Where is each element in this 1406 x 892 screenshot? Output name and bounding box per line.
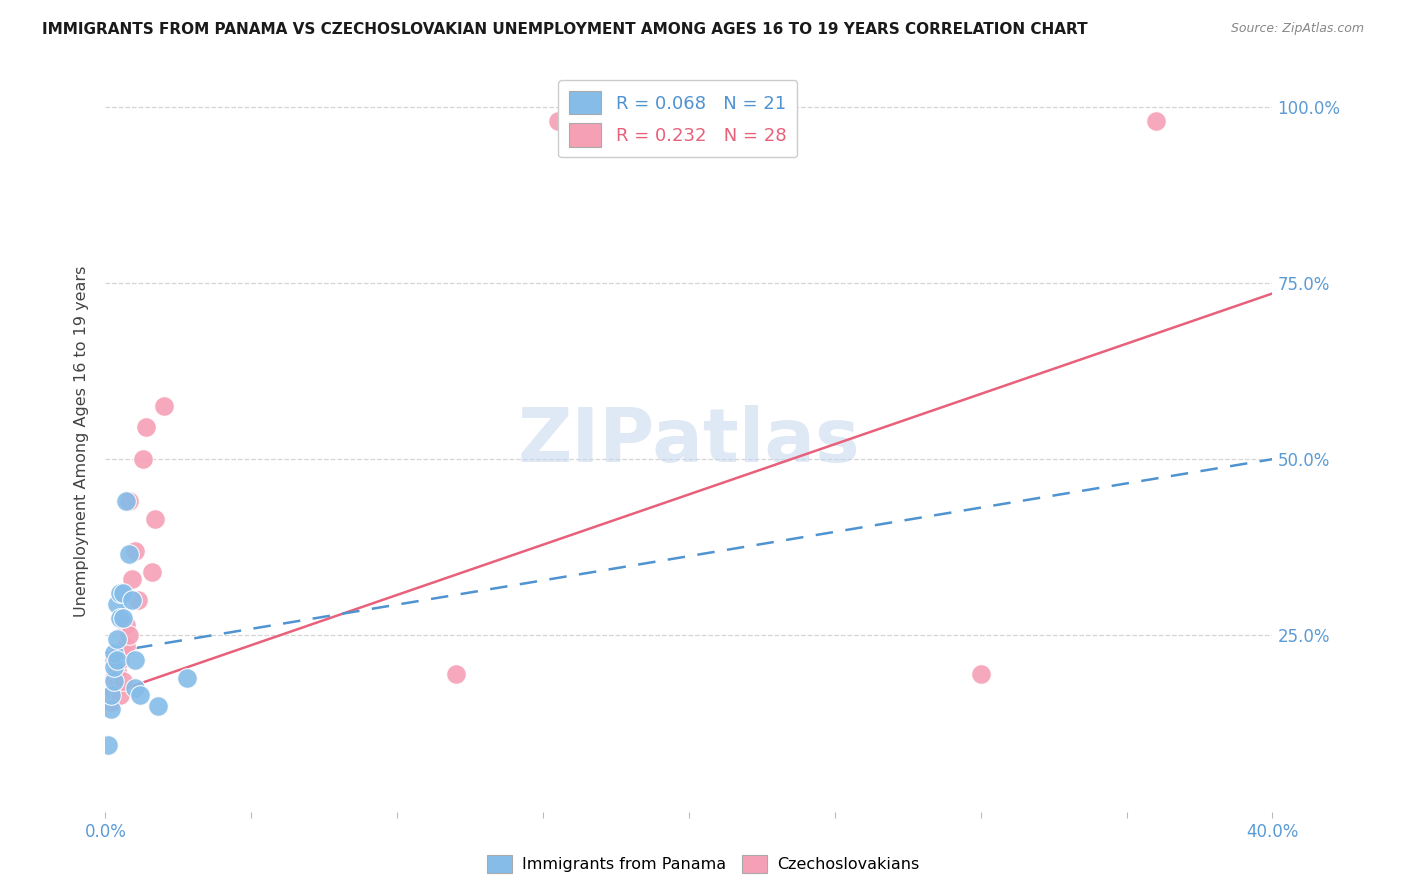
Point — [127, 593, 149, 607]
Point — [135, 420, 157, 434]
Point — [143, 512, 166, 526]
Point — [97, 738, 120, 752]
Point — [146, 698, 169, 713]
Point — [124, 681, 146, 696]
Point — [100, 695, 122, 709]
Point — [105, 653, 128, 667]
Point — [115, 639, 138, 653]
Text: ZIPatlas: ZIPatlas — [517, 405, 860, 478]
Point — [118, 547, 141, 561]
Point — [1144, 113, 1167, 128]
Point — [444, 667, 467, 681]
Point — [103, 674, 125, 689]
Point — [108, 586, 131, 600]
Point — [105, 678, 128, 692]
Point — [108, 646, 131, 660]
Legend: Immigrants from Panama, Czechoslovakians: Immigrants from Panama, Czechoslovakians — [481, 848, 925, 880]
Point — [111, 674, 134, 689]
Point — [111, 611, 134, 625]
Point — [105, 597, 128, 611]
Point — [124, 653, 146, 667]
Point — [108, 653, 131, 667]
Point — [97, 689, 120, 703]
Point — [547, 113, 569, 128]
Point — [103, 660, 125, 674]
Legend: R = 0.068   N = 21, R = 0.232   N = 28: R = 0.068 N = 21, R = 0.232 N = 28 — [558, 80, 797, 158]
Text: Source: ZipAtlas.com: Source: ZipAtlas.com — [1230, 22, 1364, 36]
Point — [118, 628, 141, 642]
Point — [105, 664, 128, 678]
Point — [132, 452, 155, 467]
Point — [103, 671, 125, 685]
Point — [103, 653, 125, 667]
Point — [103, 685, 125, 699]
Point — [121, 572, 143, 586]
Text: IMMIGRANTS FROM PANAMA VS CZECHOSLOVAKIAN UNEMPLOYMENT AMONG AGES 16 TO 19 YEARS: IMMIGRANTS FROM PANAMA VS CZECHOSLOVAKIA… — [42, 22, 1088, 37]
Point — [124, 544, 146, 558]
Point — [153, 399, 174, 413]
Point — [115, 494, 138, 508]
Point — [100, 702, 122, 716]
Point — [111, 642, 134, 657]
Point — [103, 646, 125, 660]
Point — [111, 586, 134, 600]
Y-axis label: Unemployment Among Ages 16 to 19 years: Unemployment Among Ages 16 to 19 years — [75, 266, 90, 617]
Point — [129, 689, 152, 703]
Point — [115, 618, 138, 632]
Point — [176, 671, 198, 685]
Point — [118, 494, 141, 508]
Point — [108, 689, 131, 703]
Point — [105, 632, 128, 646]
Point — [141, 565, 163, 579]
Point — [969, 667, 991, 681]
Point — [100, 689, 122, 703]
Point — [108, 611, 131, 625]
Point — [121, 593, 143, 607]
